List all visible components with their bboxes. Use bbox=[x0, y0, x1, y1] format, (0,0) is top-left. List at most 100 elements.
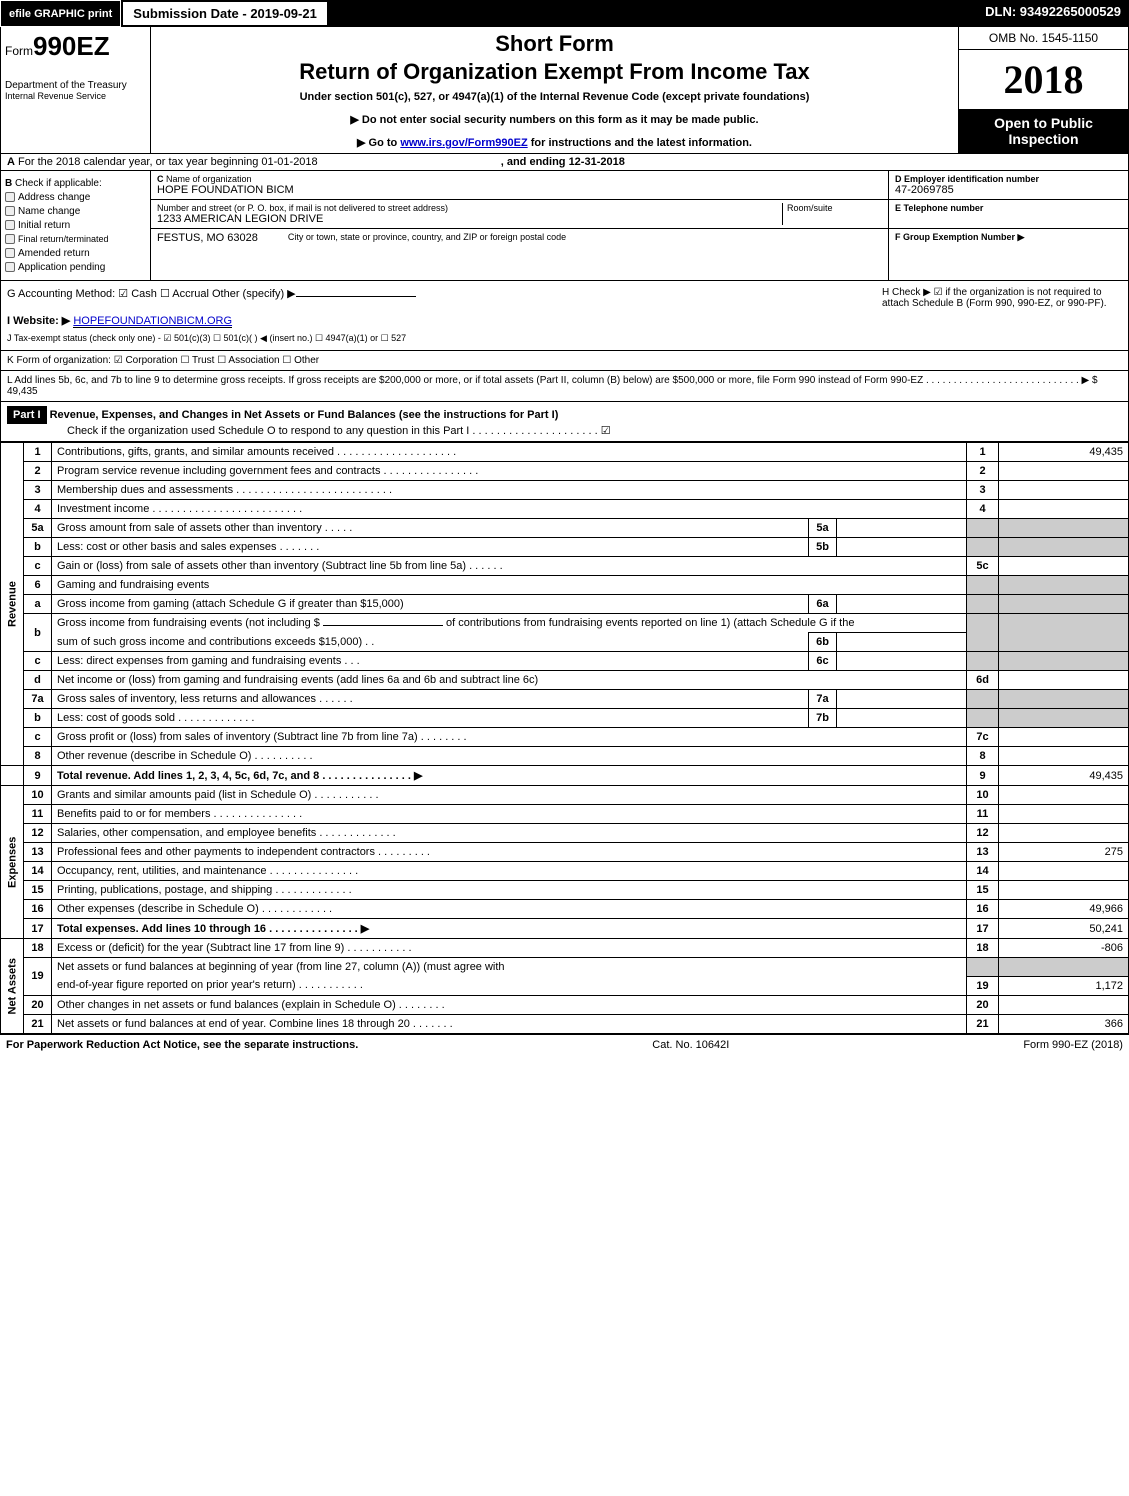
l21-ln: 21 bbox=[967, 1014, 999, 1033]
efile-print-button[interactable]: efile GRAPHIC print bbox=[0, 0, 121, 27]
l6b-blank bbox=[323, 625, 443, 626]
l4-ln: 4 bbox=[967, 500, 999, 519]
l16-amt: 49,966 bbox=[999, 900, 1129, 919]
l12-amt bbox=[999, 824, 1129, 843]
ein-col: D Employer identification number 47-2069… bbox=[888, 171, 1128, 280]
l7a-amt-shade bbox=[999, 690, 1129, 709]
l13-ln: 13 bbox=[967, 843, 999, 862]
l19-ln-shade bbox=[967, 958, 999, 977]
l11-desc: Benefits paid to or for members . . . . … bbox=[52, 805, 967, 824]
header-center: Short Form Return of Organization Exempt… bbox=[151, 27, 958, 153]
irs-label: Internal Revenue Service bbox=[5, 91, 146, 101]
header-left: Form990EZ Department of the Treasury Int… bbox=[1, 27, 151, 153]
cb-amended-return[interactable] bbox=[5, 248, 15, 258]
line-6b-top: b Gross income from fundraising events (… bbox=[1, 614, 1129, 633]
l6b-sn: 6b bbox=[809, 633, 837, 652]
open-public-2: Inspection bbox=[963, 131, 1124, 147]
l9-amt: 49,435 bbox=[999, 766, 1129, 786]
part1-header: Part I Revenue, Expenses, and Changes in… bbox=[0, 402, 1129, 442]
open-public-1: Open to Public bbox=[963, 115, 1124, 131]
l5a-amt-shade bbox=[999, 519, 1129, 538]
form-number: Form990EZ bbox=[5, 31, 146, 62]
l5a-desc: Gross amount from sale of assets other t… bbox=[52, 519, 809, 538]
line-7c: c Gross profit or (loss) from sales of i… bbox=[1, 728, 1129, 747]
l7c-amt bbox=[999, 728, 1129, 747]
f-label: F Group Exemption Number ▶ bbox=[895, 232, 1122, 243]
l6d-ln: 6d bbox=[967, 671, 999, 690]
line-21: 21 Net assets or fund balances at end of… bbox=[1, 1014, 1129, 1033]
l7b-sn: 7b bbox=[809, 709, 837, 728]
item-final-return: Final return/terminated bbox=[18, 234, 109, 244]
l6c-amt-shade bbox=[999, 652, 1129, 671]
l5b-sn: 5b bbox=[809, 538, 837, 557]
footer-center: Cat. No. 10642I bbox=[652, 1039, 729, 1051]
l5c-amt bbox=[999, 557, 1129, 576]
goto-link[interactable]: www.irs.gov/Form990EZ bbox=[400, 137, 527, 149]
spacer-9 bbox=[1, 766, 24, 786]
l6a-num: a bbox=[24, 595, 52, 614]
row-h: H Check ▶ ☑ if the organization is not r… bbox=[882, 287, 1122, 344]
line-a-prefix: A bbox=[7, 156, 15, 168]
l10-num: 10 bbox=[24, 786, 52, 805]
l4-amt bbox=[999, 500, 1129, 519]
l5c-num: c bbox=[24, 557, 52, 576]
header-right: OMB No. 1545-1150 2018 Open to Public In… bbox=[958, 27, 1128, 153]
cb-address-change[interactable] bbox=[5, 192, 15, 202]
l2-ln: 2 bbox=[967, 462, 999, 481]
cb-name-change[interactable] bbox=[5, 206, 15, 216]
line-a: A For the 2018 calendar year, or tax yea… bbox=[0, 154, 1129, 171]
line-11: 11 Benefits paid to or for members . . .… bbox=[1, 805, 1129, 824]
l12-desc: Salaries, other compensation, and employ… bbox=[52, 824, 967, 843]
group-exemption-box: F Group Exemption Number ▶ bbox=[889, 229, 1128, 246]
l20-ln: 20 bbox=[967, 995, 999, 1014]
org-name: HOPE FOUNDATION BICM bbox=[157, 184, 882, 196]
l14-ln: 14 bbox=[967, 862, 999, 881]
l6-ln-shade bbox=[967, 576, 999, 595]
org-info: C Name of organization HOPE FOUNDATION B… bbox=[151, 171, 888, 280]
l14-num: 14 bbox=[24, 862, 52, 881]
submission-date: Submission Date - 2019-09-21 bbox=[121, 0, 329, 27]
l14-amt bbox=[999, 862, 1129, 881]
netassets-label: Net Assets bbox=[1, 939, 24, 1034]
l6c-desc: Less: direct expenses from gaming and fu… bbox=[52, 652, 809, 671]
l15-ln: 15 bbox=[967, 881, 999, 900]
cb-final-return[interactable] bbox=[5, 234, 15, 244]
l7b-desc: Less: cost of goods sold . . . . . . . .… bbox=[52, 709, 809, 728]
street-address: 1233 AMERICAN LEGION DRIVE bbox=[157, 213, 782, 225]
part1-title: Revenue, Expenses, and Changes in Net As… bbox=[50, 409, 559, 421]
line-8: 8 Other revenue (describe in Schedule O)… bbox=[1, 747, 1129, 766]
l16-desc: Other expenses (describe in Schedule O) … bbox=[52, 900, 967, 919]
line-6: 6 Gaming and fundraising events bbox=[1, 576, 1129, 595]
l5c-ln: 5c bbox=[967, 557, 999, 576]
l5a-sn: 5a bbox=[809, 519, 837, 538]
line-1: Revenue 1 Contributions, gifts, grants, … bbox=[1, 443, 1129, 462]
l6a-sv bbox=[837, 595, 967, 614]
topbar-left: efile GRAPHIC print Submission Date - 20… bbox=[0, 0, 329, 27]
line-13: 13 Professional fees and other payments … bbox=[1, 843, 1129, 862]
line-6c: c Less: direct expenses from gaming and … bbox=[1, 652, 1129, 671]
l6c-sv bbox=[837, 652, 967, 671]
l15-amt bbox=[999, 881, 1129, 900]
footer-left: For Paperwork Reduction Act Notice, see … bbox=[6, 1039, 358, 1051]
cb-application-pending[interactable] bbox=[5, 262, 15, 272]
l10-ln: 10 bbox=[967, 786, 999, 805]
line-20: 20 Other changes in net assets or fund b… bbox=[1, 995, 1129, 1014]
l8-desc: Other revenue (describe in Schedule O) .… bbox=[52, 747, 967, 766]
item-name-change: Name change bbox=[18, 206, 80, 217]
l18-num: 18 bbox=[24, 939, 52, 958]
l8-num: 8 bbox=[24, 747, 52, 766]
row-g-left: G Accounting Method: ☑ Cash ☐ Accrual Ot… bbox=[7, 287, 882, 344]
revenue-label: Revenue bbox=[1, 443, 24, 766]
cb-initial-return[interactable] bbox=[5, 220, 15, 230]
l3-num: 3 bbox=[24, 481, 52, 500]
l5b-num: b bbox=[24, 538, 52, 557]
l5b-ln-shade bbox=[967, 538, 999, 557]
l6c-num: c bbox=[24, 652, 52, 671]
website-link[interactable]: HOPEFOUNDATIONBICM.ORG bbox=[73, 315, 232, 328]
l7b-ln-shade bbox=[967, 709, 999, 728]
line-7b: b Less: cost of goods sold . . . . . . .… bbox=[1, 709, 1129, 728]
l9-desc-b: Total revenue. Add lines 1, 2, 3, 4, 5c,… bbox=[57, 770, 422, 782]
l7a-num: 7a bbox=[24, 690, 52, 709]
line-15: 15 Printing, publications, postage, and … bbox=[1, 881, 1129, 900]
l20-desc: Other changes in net assets or fund bala… bbox=[52, 995, 967, 1014]
